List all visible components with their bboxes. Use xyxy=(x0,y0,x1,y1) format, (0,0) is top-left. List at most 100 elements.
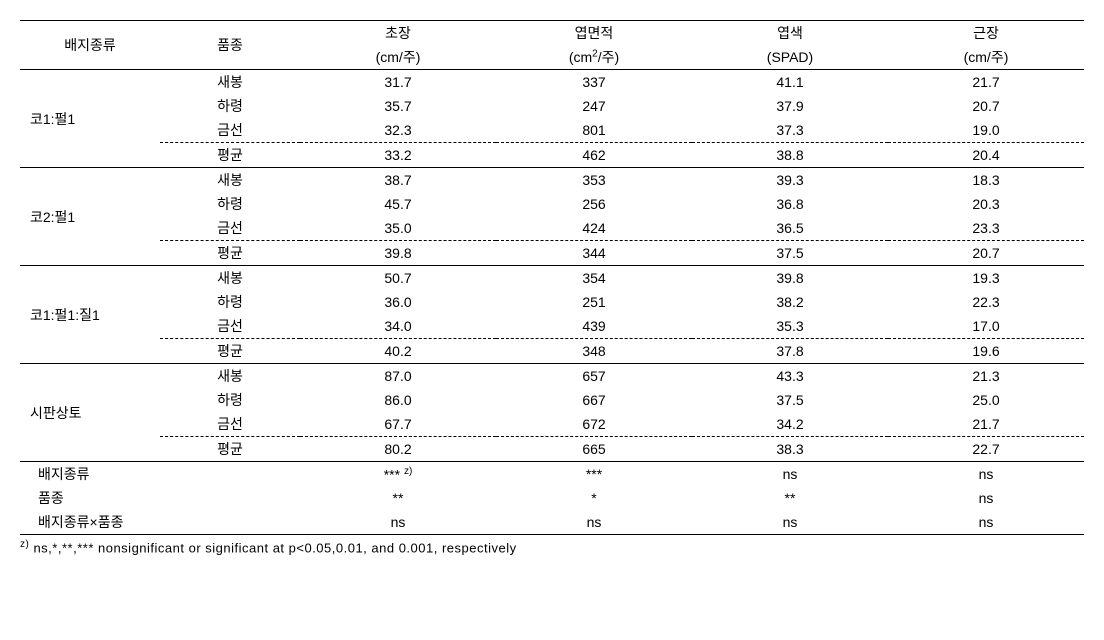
col-plant-height-unit: (cm/주) xyxy=(300,45,496,70)
col-root-length-unit: (cm/주) xyxy=(888,45,1084,70)
table-row: 코2:펄1새봉38.735339.318.3 xyxy=(20,168,1084,193)
data-cell: 251 xyxy=(496,290,692,314)
sig-cell: ** xyxy=(300,486,496,510)
data-cell: 67.7 xyxy=(300,412,496,437)
sig-row-media: 배지종류 *** z) *** ns ns xyxy=(20,462,1084,487)
sig-cell: ns xyxy=(692,510,888,535)
variety-cell: 평균 xyxy=(160,437,300,462)
sig-label: 배지종류 xyxy=(20,462,300,487)
data-cell: 38.2 xyxy=(692,290,888,314)
data-cell: 33.2 xyxy=(300,143,496,168)
table: 배지종류 품종 초장 엽면적 엽색 근장 (cm/주) (cm2/주) (SPA… xyxy=(20,20,1084,535)
data-cell: 657 xyxy=(496,364,692,389)
data-cell: 37.9 xyxy=(692,94,888,118)
data-cell: 256 xyxy=(496,192,692,216)
data-cell: 45.7 xyxy=(300,192,496,216)
data-cell: 22.7 xyxy=(888,437,1084,462)
table-row-avg: 평균40.234837.819.6 xyxy=(20,339,1084,364)
col-root-length-label: 근장 xyxy=(888,21,1084,46)
data-cell: 41.1 xyxy=(692,70,888,95)
table-body: 코1:펄1새봉31.733741.121.7하령35.724737.920.7금… xyxy=(20,70,1084,462)
sig-cell: ** xyxy=(692,486,888,510)
data-cell: 39.8 xyxy=(300,241,496,266)
media-type-cell: 코1:펄1 xyxy=(20,70,160,168)
data-cell: 86.0 xyxy=(300,388,496,412)
data-table: 배지종류 품종 초장 엽면적 엽색 근장 (cm/주) (cm2/주) (SPA… xyxy=(20,20,1084,555)
data-cell: 667 xyxy=(496,388,692,412)
data-cell: 18.3 xyxy=(888,168,1084,193)
table-row: 코1:펄1새봉31.733741.121.7 xyxy=(20,70,1084,95)
sig-row-interaction: 배지종류×품종 ns ns ns ns xyxy=(20,510,1084,535)
footnote: z) ns,*,**,*** nonsignificant or signifi… xyxy=(20,535,1084,555)
col-leaf-color-label: 엽색 xyxy=(692,21,888,46)
footnote-text: ns,*,**,*** nonsignificant or significan… xyxy=(29,540,516,555)
data-cell: 36.5 xyxy=(692,216,888,241)
data-cell: 424 xyxy=(496,216,692,241)
sig-cell: ns xyxy=(888,462,1084,487)
sig-label: 배지종류×품종 xyxy=(20,510,300,535)
variety-cell: 새봉 xyxy=(160,364,300,389)
variety-cell: 평균 xyxy=(160,241,300,266)
variety-cell: 하령 xyxy=(160,388,300,412)
data-cell: 353 xyxy=(496,168,692,193)
data-cell: 247 xyxy=(496,94,692,118)
col-leaf-area-unit: (cm2/주) xyxy=(496,45,692,70)
data-cell: 37.3 xyxy=(692,118,888,143)
data-cell: 20.4 xyxy=(888,143,1084,168)
data-cell: 337 xyxy=(496,70,692,95)
data-cell: 43.3 xyxy=(692,364,888,389)
data-cell: 80.2 xyxy=(300,437,496,462)
variety-cell: 금선 xyxy=(160,314,300,339)
data-cell: 462 xyxy=(496,143,692,168)
data-cell: 35.7 xyxy=(300,94,496,118)
data-cell: 34.2 xyxy=(692,412,888,437)
data-cell: 38.7 xyxy=(300,168,496,193)
col-leaf-area-label: 엽면적 xyxy=(496,21,692,46)
sig-cell: ns xyxy=(496,510,692,535)
sig-cell: ns xyxy=(888,486,1084,510)
media-type-cell: 코2:펄1 xyxy=(20,168,160,266)
table-row: 시판상토새봉87.065743.321.3 xyxy=(20,364,1084,389)
variety-cell: 새봉 xyxy=(160,70,300,95)
table-header: 배지종류 품종 초장 엽면적 엽색 근장 (cm/주) (cm2/주) (SPA… xyxy=(20,21,1084,70)
table-row-avg: 평균33.246238.820.4 xyxy=(20,143,1084,168)
data-cell: 37.5 xyxy=(692,388,888,412)
data-cell: 19.0 xyxy=(888,118,1084,143)
variety-cell: 하령 xyxy=(160,192,300,216)
data-cell: 21.7 xyxy=(888,412,1084,437)
data-cell: 35.0 xyxy=(300,216,496,241)
data-cell: 21.3 xyxy=(888,364,1084,389)
col-variety: 품종 xyxy=(160,21,300,70)
sig-cell: ns xyxy=(888,510,1084,535)
footnote-z: z) xyxy=(20,539,29,550)
table-row: 금선34.043935.317.0 xyxy=(20,314,1084,339)
table-row: 하령35.724737.920.7 xyxy=(20,94,1084,118)
data-cell: 50.7 xyxy=(300,266,496,291)
variety-cell: 금선 xyxy=(160,412,300,437)
media-type-cell: 시판상토 xyxy=(20,364,160,462)
data-cell: 21.7 xyxy=(888,70,1084,95)
table-row: 하령36.025138.222.3 xyxy=(20,290,1084,314)
data-cell: 801 xyxy=(496,118,692,143)
variety-cell: 금선 xyxy=(160,118,300,143)
variety-cell: 새봉 xyxy=(160,168,300,193)
data-cell: 22.3 xyxy=(888,290,1084,314)
data-cell: 39.8 xyxy=(692,266,888,291)
variety-cell: 하령 xyxy=(160,94,300,118)
data-cell: 32.3 xyxy=(300,118,496,143)
data-cell: 37.8 xyxy=(692,339,888,364)
col-media-type: 배지종류 xyxy=(20,21,160,70)
variety-cell: 하령 xyxy=(160,290,300,314)
data-cell: 20.7 xyxy=(888,94,1084,118)
col-leaf-color-unit: (SPAD) xyxy=(692,45,888,70)
data-cell: 672 xyxy=(496,412,692,437)
data-cell: 23.3 xyxy=(888,216,1084,241)
data-cell: 19.6 xyxy=(888,339,1084,364)
data-cell: 39.3 xyxy=(692,168,888,193)
variety-cell: 금선 xyxy=(160,216,300,241)
data-cell: 37.5 xyxy=(692,241,888,266)
data-cell: 348 xyxy=(496,339,692,364)
data-cell: 35.3 xyxy=(692,314,888,339)
data-cell: 19.3 xyxy=(888,266,1084,291)
table-row: 하령86.066737.525.0 xyxy=(20,388,1084,412)
